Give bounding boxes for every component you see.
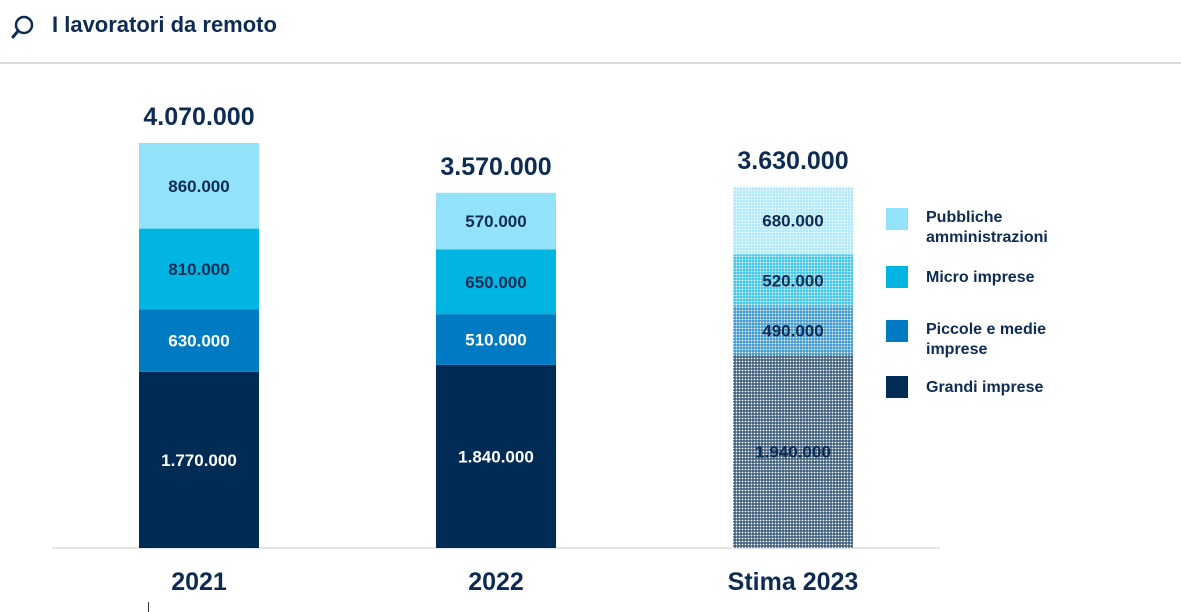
- legend-label-line: imprese: [926, 341, 988, 358]
- legend-label-line: Pubbliche: [926, 209, 1003, 226]
- data-label-piccole-1: 510.000: [465, 331, 526, 350]
- estimate-pattern-piccole: [733, 306, 853, 355]
- data-label-grandi-1: 1.840.000: [458, 447, 534, 466]
- bar-segment-grandi-1: [436, 364, 556, 548]
- data-label-pubbliche-1: 570.000: [465, 212, 526, 231]
- legend-label-micro: Micro imprese: [926, 268, 1156, 288]
- estimate-pattern-pubbliche: [733, 186, 853, 255]
- data-label-pubbliche-2: 680.000: [762, 212, 823, 231]
- bar-segment-micro-1: [436, 249, 556, 315]
- magnifier-icon: [11, 15, 34, 39]
- category-label-1: 2022: [468, 568, 524, 596]
- legend-label-line: Piccole e medie: [926, 321, 1047, 338]
- axis-tick: [148, 602, 149, 612]
- legend-swatch-grandi: [886, 376, 908, 398]
- bar-segment-grandi-0: [139, 371, 259, 548]
- legend-swatch-micro: [886, 266, 908, 288]
- bar-segment-piccole-1: [436, 314, 556, 365]
- bar-segment-piccole-0: [139, 309, 259, 372]
- data-label-grandi-2: 1.940.000: [755, 442, 831, 461]
- legend-label-line: Grandi imprese: [926, 379, 1044, 396]
- page-title: I lavoratori da remoto: [52, 12, 277, 37]
- estimate-pattern-grandi: [733, 354, 853, 548]
- data-label-micro-2: 520.000: [762, 271, 823, 290]
- legend-swatch-pubbliche: [886, 208, 908, 230]
- legend-label-line: Micro imprese: [926, 269, 1035, 286]
- legend-label-grandi: Grandi imprese: [926, 378, 1156, 398]
- data-label-micro-0: 810.000: [168, 260, 229, 279]
- total-label-1: 3.570.000: [440, 153, 551, 181]
- legend-label-piccole: Piccole e medie imprese: [926, 320, 1156, 360]
- data-label-grandi-0: 1.770.000: [161, 451, 237, 470]
- bar-segment-micro-0: [139, 228, 259, 310]
- header: I lavoratori da remoto: [0, 0, 1181, 64]
- estimate-pattern-micro: [733, 254, 853, 307]
- category-label-2: Stima 2023: [728, 568, 859, 596]
- data-label-piccole-2: 490.000: [762, 322, 823, 341]
- category-label-0: 2021: [171, 568, 227, 596]
- legend-label-pubbliche: Pubbliche amministrazioni: [926, 208, 1156, 248]
- bar-segment-pubbliche-0: [139, 143, 259, 229]
- data-label-micro-1: 650.000: [465, 273, 526, 292]
- legend-label-line: amministrazioni: [926, 229, 1048, 246]
- total-label-2: 3.630.000: [737, 147, 848, 175]
- data-label-pubbliche-0: 860.000: [168, 177, 229, 196]
- data-label-piccole-0: 630.000: [168, 332, 229, 351]
- legend-swatch-piccole: [886, 320, 908, 342]
- bar-segment-pubbliche-1: [436, 192, 556, 250]
- total-label-0: 4.070.000: [143, 103, 254, 131]
